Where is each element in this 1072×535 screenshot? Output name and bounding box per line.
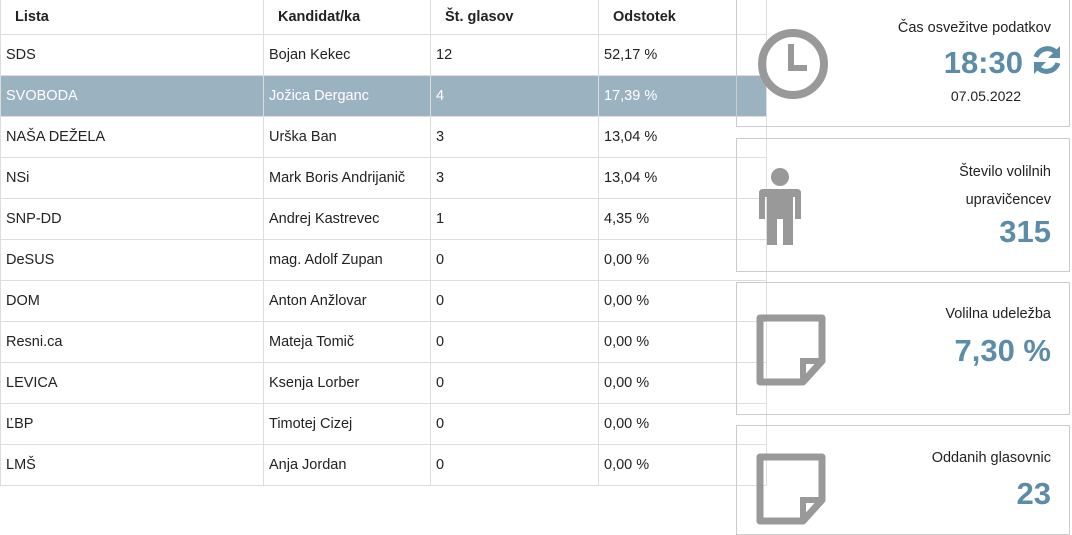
table-cell: mag. Adolf Zupan xyxy=(263,239,431,281)
column-header: Odstotek xyxy=(598,0,767,35)
note-icon xyxy=(756,453,826,525)
table-cell: Mateja Tomič xyxy=(263,321,431,363)
table-cell: 0 xyxy=(430,362,599,404)
card-label: Volilna udeležba xyxy=(945,306,1051,322)
table-body: SDS Bojan Kekec 12 52,17 % SVOBODA Jožica Der… xyxy=(0,34,767,486)
refresh-card: Čas osvežitve podatkov 18:30 07.05.2022 xyxy=(736,0,1070,127)
table-header: Lista Kandidat/ka Št. glasov Odstotek xyxy=(0,0,767,35)
table-cell: 0 xyxy=(430,403,599,445)
table-cell: LEVICA xyxy=(0,362,264,404)
table-cell: Resni.ca xyxy=(0,321,264,363)
table-cell: NAŠA DEŽELA xyxy=(0,116,264,158)
table-row: ĽBP Timotej Cizej 0 0,00 % xyxy=(0,403,767,445)
card-value: 18:30 xyxy=(943,45,1023,80)
table-cell: Andrej Kastrevec xyxy=(263,198,431,240)
table-row: SDS Bojan Kekec 12 52,17 % xyxy=(0,34,767,76)
table-cell: Timotej Cizej xyxy=(263,403,431,445)
card-label: Število volilnih upravičencev xyxy=(959,164,1051,208)
table-row: NAŠA DEŽELA Urška Ban 3 13,04 % xyxy=(0,116,767,158)
table-cell: ĽBP xyxy=(0,403,264,445)
table-row: DeSUS mag. Adolf Zupan 0 0,00 % xyxy=(0,239,767,281)
table-cell: SVOBODA xyxy=(0,75,264,117)
selected-row: SVOBODA Jožica Derganc 4 17,39 % xyxy=(0,75,767,117)
table-cell: 0 xyxy=(430,280,599,322)
table-cell: Urška Ban xyxy=(263,116,431,158)
table-cell: DeSUS xyxy=(0,239,264,281)
table-cell: 12 xyxy=(430,34,599,76)
table-cell: SNP-DD xyxy=(0,198,264,240)
column-header: Št. glasov xyxy=(430,0,599,35)
table-cell: Ksenja Lorber xyxy=(263,362,431,404)
person-icon xyxy=(759,168,801,245)
table-cell: Anja Jordan xyxy=(263,444,431,486)
table-cell: 0,00 % xyxy=(598,239,767,281)
table-cell: 1 xyxy=(430,198,599,240)
table-cell: 0,00 % xyxy=(598,362,767,404)
table-cell: 0,00 % xyxy=(598,321,767,363)
table-row: Resni.ca Mateja Tomič 0 0,00 % xyxy=(0,321,767,363)
table-cell: Anton Anžlovar xyxy=(263,280,431,322)
card-value: 7,30 % xyxy=(954,333,1051,368)
table-cell: 3 xyxy=(430,116,599,158)
column-header: Kandidat/ka xyxy=(263,0,431,35)
table-cell: 52,17 % xyxy=(598,34,767,76)
column-header: Lista xyxy=(0,0,264,35)
results-table: Lista Kandidat/ka Št. glasov Odstotek SDS Boj… xyxy=(0,0,767,486)
table-cell: DOM xyxy=(0,280,264,322)
card-label: Čas osvežitve podatkov xyxy=(897,20,1051,36)
table-cell: 0,00 % xyxy=(598,444,767,486)
table-cell: 0 xyxy=(430,239,599,281)
table-row: LEVICA Ksenja Lorber 0 0,00 % xyxy=(0,362,767,404)
table-cell: 0 xyxy=(430,321,599,363)
voters-card: Število volilnih upravičencev 315 xyxy=(736,138,1070,272)
table-cell: SDS xyxy=(0,34,264,76)
card-label: Oddanih glasovnic xyxy=(931,450,1051,466)
table-cell: 13,04 % xyxy=(598,157,767,199)
ballots-card: Oddanih glasovnic 23 xyxy=(736,425,1070,535)
table-cell: 17,39 % xyxy=(598,75,767,117)
card-value: 23 xyxy=(1016,476,1051,511)
table-cell: NSi xyxy=(0,157,264,199)
table-cell: 4 xyxy=(430,75,599,117)
table-cell: Bojan Kekec xyxy=(263,34,431,76)
refresh-icon[interactable] xyxy=(1029,42,1065,78)
card-date: 07.05.2022 xyxy=(950,88,1021,104)
card-value: 315 xyxy=(999,214,1051,249)
table-cell: LMŠ xyxy=(0,444,264,486)
table-cell: 0,00 % xyxy=(598,403,767,445)
table-row: DOM Anton Anžlovar 0 0,00 % xyxy=(0,280,767,322)
table-row: LMŠ Anja Jordan 0 0,00 % xyxy=(0,444,767,486)
table-row: NSi Mark Boris Andrijanič 3 13,04 % xyxy=(0,157,767,199)
table-cell: 0 xyxy=(430,444,599,486)
table-cell: 4,35 % xyxy=(598,198,767,240)
turnout-card: Volilna udeležba 7,30 % xyxy=(736,282,1070,415)
table-cell: Mark Boris Andrijanič xyxy=(263,157,431,199)
table-row: SNP-DD Andrej Kastrevec 1 4,35 % xyxy=(0,198,767,240)
table-cell: Jožica Derganc xyxy=(263,75,431,117)
table-cell: 3 xyxy=(430,157,599,199)
clock-icon xyxy=(758,29,828,99)
note-icon xyxy=(756,314,826,386)
